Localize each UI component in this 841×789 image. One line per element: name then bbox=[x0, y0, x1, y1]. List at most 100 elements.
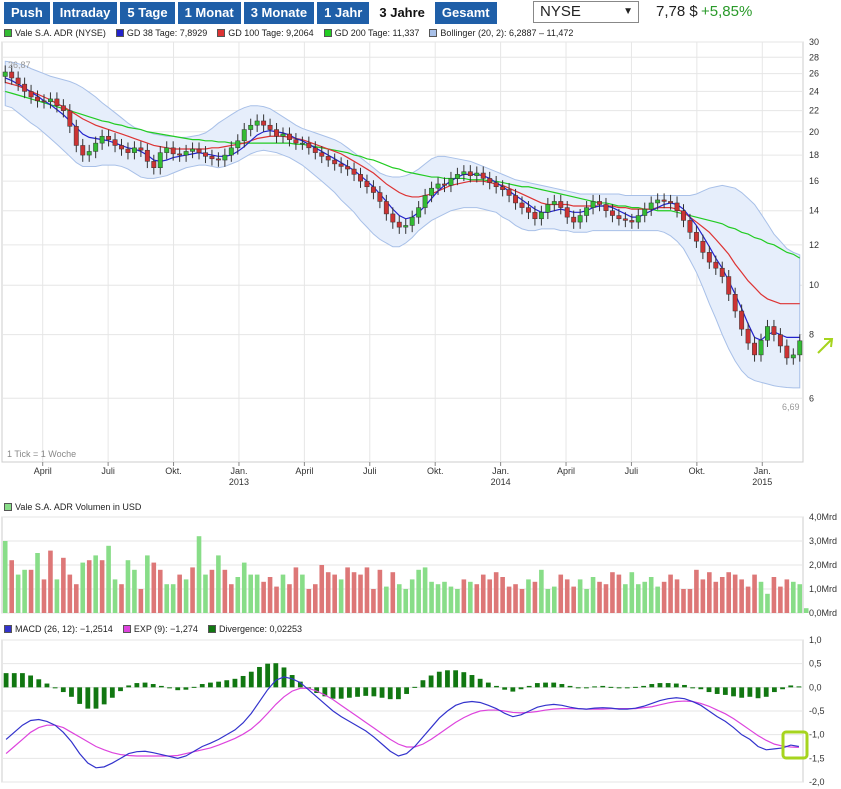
divergence-bar bbox=[559, 684, 565, 688]
divergence-bar bbox=[600, 685, 606, 688]
price-candle bbox=[377, 192, 383, 202]
volume-bar bbox=[183, 579, 189, 613]
price-candle bbox=[2, 71, 8, 77]
price-candle bbox=[616, 215, 622, 220]
price-candle bbox=[144, 149, 150, 162]
volume-bar bbox=[99, 560, 105, 613]
divergence-bar bbox=[796, 686, 802, 688]
price-candle bbox=[370, 186, 376, 193]
volume-bar bbox=[293, 567, 299, 613]
x-tick-label: Okt. bbox=[427, 466, 444, 476]
gd200-line bbox=[5, 90, 801, 259]
volume-bar bbox=[2, 541, 8, 613]
price-candle bbox=[622, 218, 628, 221]
divergence-bar bbox=[69, 687, 74, 697]
volume-bar bbox=[493, 572, 499, 613]
gd100-line bbox=[5, 81, 800, 305]
tab-1-monat[interactable]: 1 Monat bbox=[177, 2, 241, 24]
tab-3-jahre[interactable]: 3 Jahre bbox=[372, 2, 432, 24]
divergence-bar bbox=[60, 687, 66, 693]
price-y-tick-label: 6 bbox=[809, 393, 814, 403]
price-candle bbox=[765, 326, 770, 341]
x-tick-label: Okt. bbox=[165, 466, 182, 476]
volume-bar bbox=[532, 581, 538, 613]
price-candle bbox=[461, 171, 467, 175]
exchange-select[interactable]: NYSE ▼ bbox=[533, 1, 639, 23]
price-candle bbox=[771, 326, 777, 335]
price-candle bbox=[777, 334, 783, 347]
legend-item-gd38: GD 38 Tage: 7,8929 bbox=[115, 28, 208, 38]
divergence-bar bbox=[673, 683, 679, 688]
price-candle bbox=[661, 199, 667, 202]
price-candle bbox=[280, 133, 286, 137]
price-candle bbox=[312, 147, 318, 153]
price-candle bbox=[668, 201, 674, 204]
volume-bar bbox=[345, 567, 350, 613]
divergence-bar bbox=[396, 687, 401, 700]
volume-bar bbox=[267, 577, 273, 613]
volume-bar bbox=[274, 586, 279, 613]
volume-bar bbox=[409, 579, 415, 613]
divergence-bar bbox=[289, 675, 295, 688]
price-candle bbox=[248, 124, 254, 130]
legend-label-price: Vale S.A. ADR (NYSE) bbox=[15, 28, 106, 38]
volume-y-tick-label: 2,0Mrd bbox=[809, 560, 837, 570]
divergence-bar bbox=[126, 685, 132, 688]
tab-1-jahr[interactable]: 1 Jahr bbox=[317, 2, 370, 24]
legend-swatch-divergence bbox=[207, 625, 216, 633]
volume-bar bbox=[713, 581, 719, 613]
price-candle bbox=[506, 189, 512, 196]
price-y-tick-label: 24 bbox=[809, 86, 819, 96]
price-candle bbox=[364, 180, 370, 188]
price-candle bbox=[164, 147, 170, 153]
volume-bar bbox=[93, 555, 98, 613]
tab-intraday[interactable]: Intraday bbox=[52, 2, 118, 24]
divergence-bar bbox=[338, 687, 344, 699]
divergence-bar bbox=[445, 670, 450, 688]
tab-3-monate[interactable]: 3 Monate bbox=[243, 2, 315, 24]
price-candle bbox=[383, 201, 389, 215]
legend-swatch-volume bbox=[4, 503, 12, 511]
tab-gesamt[interactable]: Gesamt bbox=[434, 2, 497, 24]
price-candle bbox=[416, 207, 422, 218]
volume-bar bbox=[726, 572, 732, 613]
volume-bar bbox=[610, 572, 615, 613]
divergence-bar bbox=[739, 687, 745, 698]
volume-bar bbox=[384, 586, 389, 613]
volume-bar bbox=[442, 581, 447, 613]
divergence-bar bbox=[216, 681, 221, 688]
price-y-tick-label: 30 bbox=[809, 37, 819, 47]
divergence-bar bbox=[575, 687, 581, 689]
price-candle bbox=[299, 142, 305, 145]
volume-bar bbox=[132, 569, 137, 613]
price-candle bbox=[80, 145, 86, 156]
x-tick-label: April bbox=[295, 466, 313, 476]
tab-5-tage[interactable]: 5 Tage bbox=[120, 2, 175, 24]
exp-line bbox=[5, 687, 799, 757]
price-candle bbox=[519, 202, 525, 208]
price-candle bbox=[60, 105, 66, 111]
divergence-bar bbox=[494, 685, 499, 688]
tab-push[interactable]: Push bbox=[4, 2, 50, 24]
price-candle bbox=[454, 174, 460, 179]
price-candle bbox=[93, 142, 99, 152]
price-candle bbox=[125, 148, 131, 153]
divergence-bar bbox=[44, 683, 50, 688]
volume-bar bbox=[22, 569, 27, 613]
price-candle bbox=[138, 147, 144, 151]
volume-y-tick-label: 3,0Mrd bbox=[809, 536, 837, 546]
divergence-bar bbox=[592, 686, 597, 688]
divergence-bar bbox=[771, 687, 777, 693]
timeframe-tabs: Push Intraday 5 Tage 1 Monat 3 Monate 1 … bbox=[4, 2, 497, 24]
price-candle bbox=[429, 187, 435, 196]
volume-bar bbox=[396, 584, 402, 613]
divergence-bar bbox=[534, 683, 540, 688]
price-candle bbox=[687, 220, 693, 233]
divergence-bar bbox=[273, 663, 279, 688]
volume-bar bbox=[623, 584, 628, 613]
divergence-bar bbox=[199, 684, 205, 688]
legend-label-gd38: GD 38 Tage: 7,8929 bbox=[126, 28, 208, 38]
price-candle bbox=[41, 100, 47, 103]
price-candle bbox=[597, 201, 602, 205]
legend-label-volume: Vale S.A. ADR Volumen in USD bbox=[15, 502, 142, 512]
